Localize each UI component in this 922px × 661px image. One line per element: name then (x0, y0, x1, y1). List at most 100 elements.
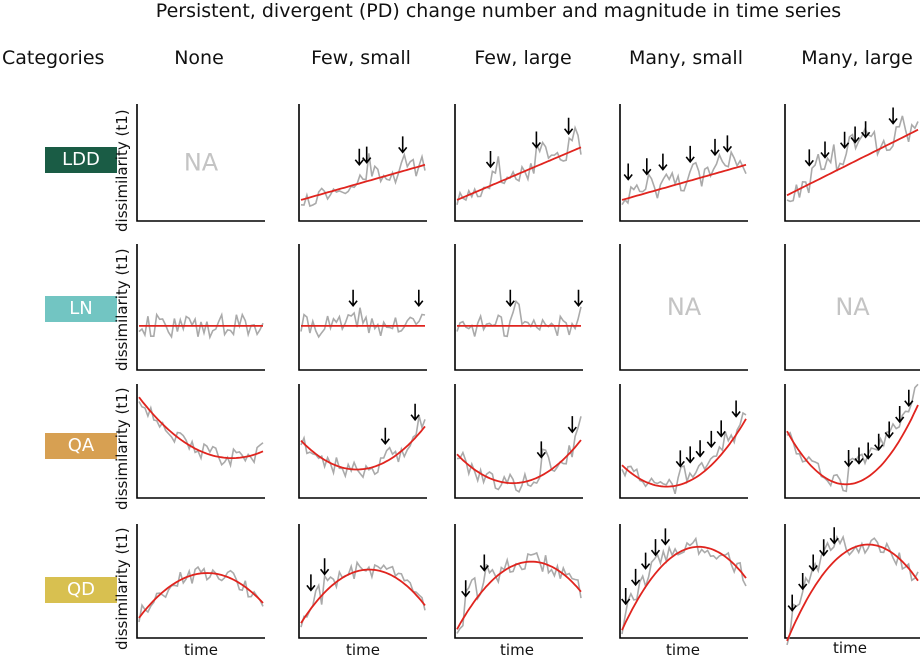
trend-line-ldd-few-small (300, 163, 426, 201)
change-arrow-ldd-many-small-4 (685, 145, 695, 164)
change-arrow-qa-many-large-3 (863, 442, 873, 460)
x-axis-label-few-small: time (346, 641, 380, 659)
change-arrow-ldd-many-small-3 (658, 153, 668, 171)
axes-ldd-few-small (298, 104, 427, 222)
panel-qd-few-large (454, 524, 583, 639)
trend-line-qa-none (138, 396, 264, 460)
series-ln-few-small (300, 307, 426, 339)
series-ln-few-large (456, 299, 582, 338)
axes-ln-none (136, 244, 265, 371)
axes-qd-none (136, 524, 265, 639)
x-axis-label-many-large: time (833, 639, 867, 657)
change-arrow-qd-many-large-1 (787, 594, 797, 612)
panel-ldd-many-small (619, 104, 748, 222)
change-arrow-qa-many-large-6 (895, 406, 905, 424)
na-label-ldd-none: NA (184, 149, 219, 177)
panel-qa-none (136, 384, 265, 499)
x-axis-label-few-large: time (500, 641, 534, 659)
change-arrow-qd-many-small-3 (640, 552, 651, 570)
category-badge-ldd: LDD (45, 147, 117, 173)
change-arrow-qa-many-large-1 (843, 450, 854, 468)
column-header-many-large: Many, large (801, 47, 913, 69)
axes-qd-many-large (784, 524, 920, 639)
axes-qa-many-small (619, 384, 748, 499)
axes-ln-many-large (784, 244, 920, 371)
change-arrow-ldd-few-small-1 (354, 148, 364, 166)
change-arrow-qd-many-small-5 (660, 528, 671, 546)
axes-qa-few-large (454, 384, 583, 499)
trend-line-qa-many-large (786, 404, 919, 486)
change-arrow-ldd-few-small-3 (398, 136, 408, 154)
axes-ldd-few-large (454, 104, 583, 222)
series-qd-many-small (621, 536, 747, 635)
category-badge-qd: QD (45, 577, 117, 603)
change-arrow-qa-many-large-7 (904, 389, 914, 407)
axes-qa-none (136, 384, 265, 499)
panel-ln-few-large (454, 244, 584, 371)
series-qa-few-large (456, 416, 582, 493)
panel-ln-none (136, 244, 265, 371)
series-qd-many-large (786, 534, 919, 646)
x-axis-label-many-small: time (666, 641, 700, 659)
axes-qd-few-large (454, 524, 583, 639)
change-arrow-qd-many-large-3 (808, 554, 818, 572)
panel-ldd-few-small (298, 104, 427, 222)
change-arrow-ln-few-large-2 (573, 289, 584, 307)
trend-line-qd-few-small (300, 568, 426, 624)
panel-qa-many-large (784, 383, 920, 499)
change-arrow-qd-many-small-4 (650, 539, 661, 557)
axes-ldd-none (136, 104, 265, 222)
axes-qd-few-small (298, 524, 427, 639)
trend-line-qd-none (138, 572, 264, 619)
series-qa-few-small (300, 415, 426, 479)
change-arrow-ldd-few-large-2 (531, 131, 542, 149)
change-arrow-ldd-many-large-6 (888, 107, 898, 125)
trend-line-qd-many-large (786, 543, 919, 642)
na-label-ln-many-large: NA (835, 293, 870, 321)
panel-qd-many-small (619, 524, 748, 639)
x-axis-label-none: time (184, 641, 218, 659)
change-arrow-ln-few-large-1 (505, 289, 515, 307)
change-arrow-qd-many-small-2 (630, 568, 641, 587)
change-arrow-qa-many-large-5 (884, 421, 894, 439)
change-arrow-qa-many-large-4 (874, 433, 884, 451)
change-arrow-qd-many-large-4 (819, 539, 829, 557)
change-arrow-qd-many-small-1 (621, 588, 631, 606)
trend-line-qd-few-large (456, 560, 582, 630)
trend-line-ldd-many-large (786, 128, 919, 197)
column-header-none: None (174, 47, 224, 69)
series-qd-few-small (300, 560, 426, 628)
column-header-few-large: Few, large (474, 47, 572, 69)
series-qa-many-large (786, 383, 919, 493)
change-arrow-ln-few-small-2 (414, 289, 424, 307)
series-ln-none (138, 311, 264, 340)
change-arrow-ldd-many-large-4 (850, 126, 860, 144)
change-arrow-ldd-few-small-2 (362, 146, 372, 164)
series-qa-none (138, 401, 264, 469)
change-arrow-qa-many-large-2 (854, 447, 864, 465)
series-ldd-few-small (300, 151, 426, 208)
column-header-many-small: Many, small (628, 47, 743, 69)
panel-qa-few-small (298, 384, 427, 499)
axes-qd-many-small (619, 524, 748, 639)
change-arrow-ldd-few-large-3 (563, 117, 574, 136)
trend-line-qa-few-large (456, 439, 582, 485)
panel-ln-many-small: NA (619, 244, 748, 371)
panel-ldd-many-large (784, 104, 920, 222)
axes-ln-few-large (454, 244, 583, 371)
change-arrow-ldd-many-large-3 (839, 131, 850, 149)
change-arrow-qa-few-small-1 (380, 427, 390, 445)
change-arrow-qd-few-small-2 (319, 558, 330, 576)
series-qd-none (138, 565, 264, 623)
trend-line-qd-many-small (621, 545, 747, 631)
change-arrow-qa-many-small-4 (706, 430, 716, 449)
panel-qa-many-small (619, 384, 748, 499)
axes-qa-many-large (784, 384, 920, 499)
series-ldd-many-small (621, 149, 747, 206)
series-ldd-many-large (786, 115, 919, 203)
categories-header: Categories (2, 47, 105, 69)
change-arrow-ldd-many-small-6 (722, 135, 733, 153)
trend-line-ldd-few-large (456, 146, 582, 201)
panel-qa-few-large (454, 384, 583, 499)
